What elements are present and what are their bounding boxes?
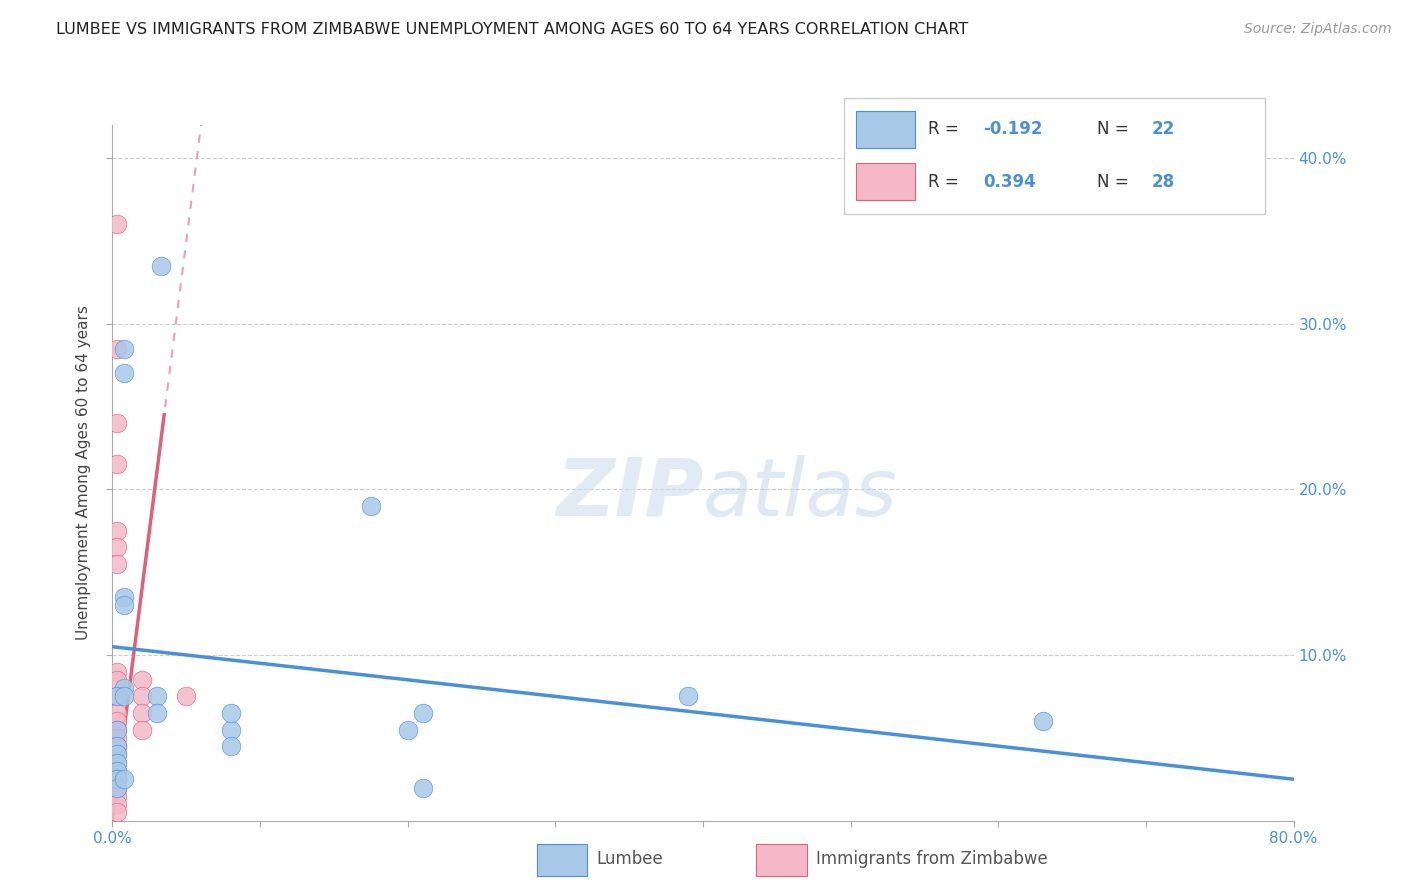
Point [105, 458, 128, 472]
Point [1032, 714, 1054, 729]
Point [105, 714, 128, 729]
Point [105, 524, 128, 538]
Point [105, 723, 128, 737]
Text: Immigrants from Zimbabwe: Immigrants from Zimbabwe [815, 849, 1047, 868]
Point [219, 706, 242, 720]
Point [146, 690, 169, 704]
Text: 0.394: 0.394 [983, 173, 1036, 191]
Point [131, 706, 153, 720]
Text: N =: N = [1097, 120, 1133, 138]
Point [131, 690, 153, 704]
Point [105, 764, 128, 778]
Point [105, 665, 128, 679]
Point [360, 499, 382, 513]
FancyBboxPatch shape [537, 844, 588, 876]
FancyBboxPatch shape [844, 98, 1265, 214]
Point [105, 690, 128, 704]
Point [174, 690, 197, 704]
Text: ZIP: ZIP [555, 455, 703, 533]
Point [105, 217, 128, 231]
Point [105, 739, 128, 753]
Text: -0.192: -0.192 [983, 120, 1042, 138]
Point [105, 747, 128, 762]
Point [105, 416, 128, 430]
Point [112, 342, 135, 356]
FancyBboxPatch shape [856, 111, 915, 148]
Text: LUMBEE VS IMMIGRANTS FROM ZIMBABWE UNEMPLOYMENT AMONG AGES 60 TO 64 YEARS CORREL: LUMBEE VS IMMIGRANTS FROM ZIMBABWE UNEMP… [56, 22, 969, 37]
Point [105, 772, 128, 787]
Text: Source: ZipAtlas.com: Source: ZipAtlas.com [1244, 22, 1392, 37]
Text: Lumbee: Lumbee [596, 849, 664, 868]
Point [105, 789, 128, 803]
Point [150, 259, 173, 273]
Point [112, 590, 135, 604]
Text: R =: R = [928, 120, 965, 138]
Point [112, 367, 135, 381]
Point [131, 723, 153, 737]
Point [105, 797, 128, 811]
FancyBboxPatch shape [856, 163, 915, 200]
Y-axis label: Unemployment Among Ages 60 to 64 years: Unemployment Among Ages 60 to 64 years [76, 305, 91, 640]
Point [105, 541, 128, 555]
Point [396, 723, 419, 737]
Point [678, 690, 700, 704]
Text: R =: R = [928, 173, 965, 191]
Point [411, 780, 433, 795]
Point [131, 673, 153, 687]
Point [105, 731, 128, 745]
Point [105, 772, 128, 787]
Text: N =: N = [1097, 173, 1133, 191]
Point [219, 723, 242, 737]
Point [105, 747, 128, 762]
Point [105, 805, 128, 820]
Point [105, 780, 128, 795]
Point [219, 739, 242, 753]
Text: 28: 28 [1152, 173, 1174, 191]
Point [112, 681, 135, 695]
Point [105, 723, 128, 737]
Point [105, 772, 128, 787]
Point [411, 706, 433, 720]
Text: atlas: atlas [703, 455, 898, 533]
Point [105, 780, 128, 795]
Point [105, 706, 128, 720]
FancyBboxPatch shape [756, 844, 807, 876]
Point [112, 772, 135, 787]
Point [105, 756, 128, 770]
Point [105, 673, 128, 687]
Point [105, 739, 128, 753]
Point [105, 342, 128, 356]
Point [105, 756, 128, 770]
Point [112, 599, 135, 613]
Text: 22: 22 [1152, 120, 1175, 138]
Point [146, 706, 169, 720]
Point [105, 764, 128, 778]
Point [112, 690, 135, 704]
Point [105, 557, 128, 571]
Point [105, 690, 128, 704]
